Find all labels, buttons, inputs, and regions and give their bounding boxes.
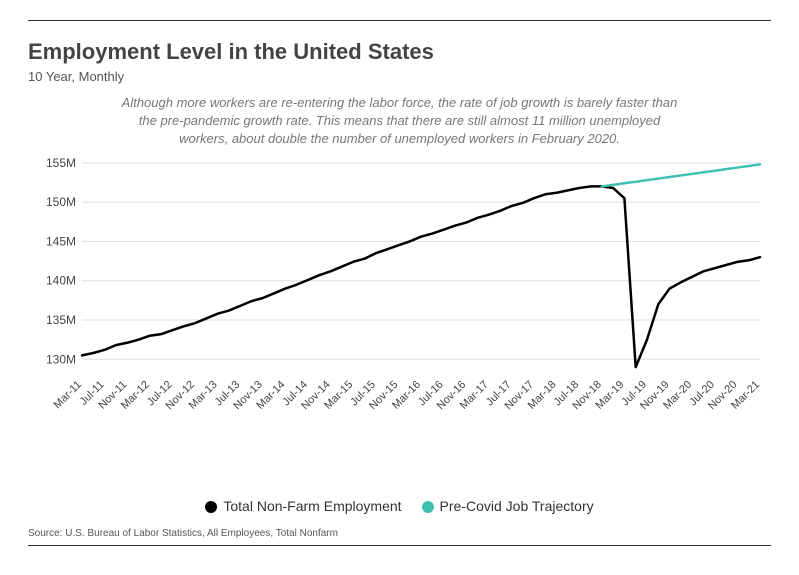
legend: Total Non-Farm Employment Pre-Covid Job T… (28, 498, 771, 514)
line-chart: 130M135M140M145M150M155MMar-11Jul-11Nov-… (28, 155, 768, 435)
series-line (82, 186, 760, 367)
legend-label: Pre-Covid Job Trajectory (440, 498, 594, 514)
legend-item: Total Non-Farm Employment (205, 498, 401, 514)
chart-area: 130M135M140M145M150M155MMar-11Jul-11Nov-… (28, 155, 771, 440)
series-line (602, 164, 760, 186)
source-text: Source: U.S. Bureau of Labor Statistics,… (28, 528, 771, 539)
y-tick-label: 150M (46, 195, 76, 209)
chart-description: Although more workers are re-entering th… (120, 94, 680, 149)
y-tick-label: 140M (46, 273, 76, 287)
top-rule (28, 20, 771, 21)
bottom-rule (28, 545, 771, 546)
legend-item: Pre-Covid Job Trajectory (422, 498, 594, 514)
chart-subtitle: 10 Year, Monthly (28, 69, 771, 84)
y-tick-label: 135M (46, 313, 76, 327)
legend-label: Total Non-Farm Employment (223, 498, 401, 514)
y-tick-label: 155M (46, 155, 76, 169)
chart-title: Employment Level in the United States (28, 39, 771, 65)
y-tick-label: 145M (46, 234, 76, 248)
legend-swatch (422, 501, 434, 513)
x-tick-label: Mar-11 (52, 378, 85, 411)
legend-swatch (205, 501, 217, 513)
y-tick-label: 130M (46, 352, 76, 366)
